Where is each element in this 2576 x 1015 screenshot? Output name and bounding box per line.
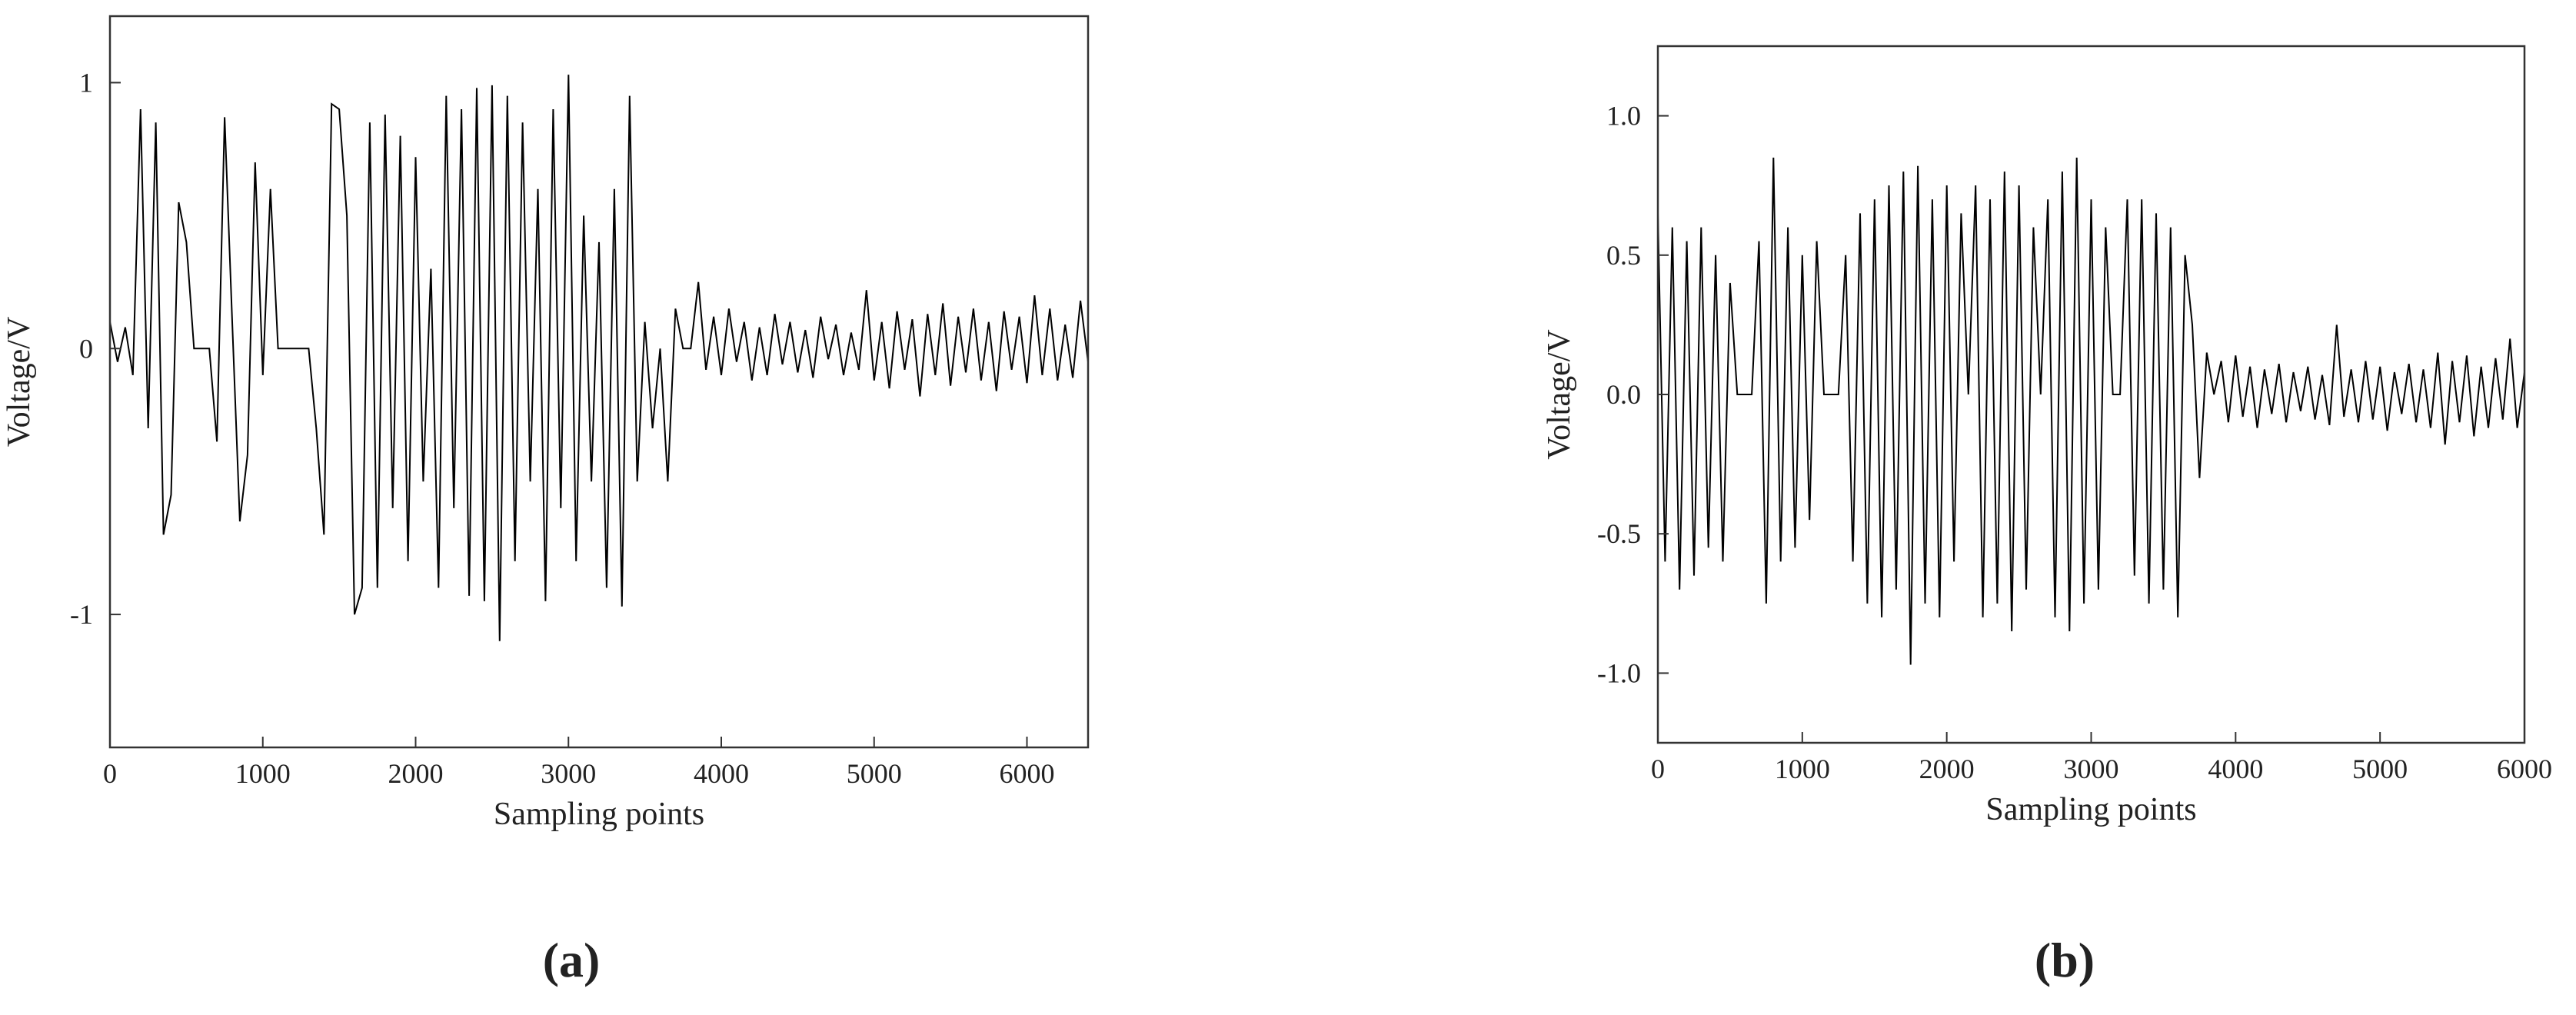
x-tick-label: 1000 xyxy=(1775,754,1830,784)
x-tick-label: 5000 xyxy=(2352,754,2408,784)
y-tick-label: 0.0 xyxy=(1606,379,1641,410)
signal-line xyxy=(109,75,1089,641)
x-tick-label: 6000 xyxy=(1000,758,1055,789)
x-tick-label: 4000 xyxy=(694,758,749,789)
x-tick-label: 6000 xyxy=(2497,754,2552,784)
y-axis-title: Voltage/V xyxy=(2,317,37,448)
x-tick-label: 2000 xyxy=(1919,754,1975,784)
x-tick-label: 2000 xyxy=(388,758,444,789)
x-tick-label: 3000 xyxy=(2064,754,2119,784)
y-tick-label: 0.5 xyxy=(1606,240,1641,271)
x-tick-label: 0 xyxy=(103,758,117,789)
plot-frame xyxy=(1656,45,2526,744)
x-tick-label: 5000 xyxy=(847,758,902,789)
y-tick-label: -0.5 xyxy=(1597,518,1641,549)
x-tick-label: 4000 xyxy=(2208,754,2263,784)
x-tick-label: 3000 xyxy=(541,758,596,789)
panel-label: (b) xyxy=(2035,933,2095,987)
x-axis-title: Sampling points xyxy=(1985,792,2196,827)
y-tick-label: -1.0 xyxy=(1597,657,1641,688)
y-axis-title: Voltage/V xyxy=(1542,329,1577,460)
y-tick-label: -1 xyxy=(70,599,93,630)
y-tick-label: 0 xyxy=(79,333,93,364)
plot-frame xyxy=(108,15,1090,749)
x-tick-label: 0 xyxy=(1651,754,1665,784)
panel-label: (a) xyxy=(543,933,601,987)
x-axis-title: Sampling points xyxy=(494,797,704,832)
y-tick-label: 1 xyxy=(79,67,93,98)
y-tick-label: 1.0 xyxy=(1606,101,1641,131)
signal-line xyxy=(1657,157,2525,665)
x-tick-label: 1000 xyxy=(235,758,291,789)
